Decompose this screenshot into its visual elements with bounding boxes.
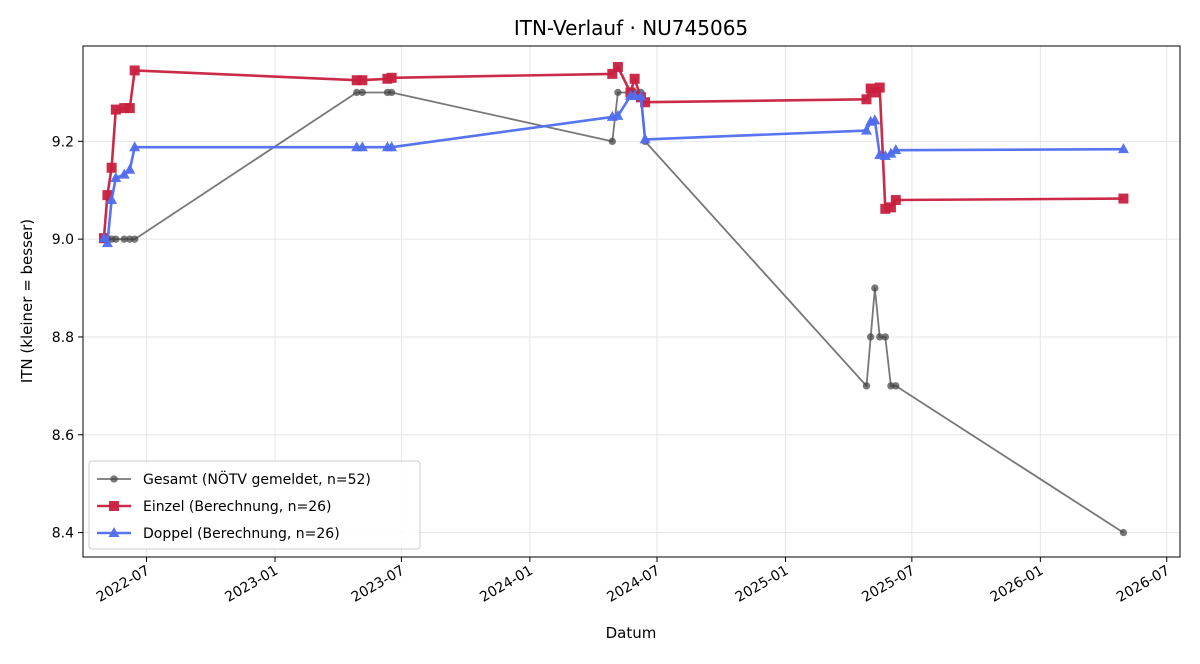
legend-label: Doppel (Berechnung, n=26)	[143, 526, 340, 542]
legend-marker	[108, 527, 120, 537]
data-point	[876, 333, 884, 341]
series-line	[102, 65, 1124, 239]
data-point	[353, 88, 361, 97]
data-point	[386, 141, 398, 152]
data-point	[387, 88, 396, 97]
data-point	[357, 75, 368, 86]
x-tick-label: 2024-01	[477, 563, 536, 606]
data-point	[612, 62, 623, 73]
data-point	[861, 94, 872, 105]
data-point	[860, 124, 872, 135]
data-point	[885, 202, 896, 213]
data-point	[1117, 143, 1129, 154]
legend-box	[88, 460, 421, 550]
data-point	[358, 88, 366, 97]
data-point	[110, 172, 122, 183]
x-axis: 2022-07 2023-01 2023-07 2024-01 2024-07 2025-…	[94, 557, 1173, 606]
data-point	[862, 382, 871, 390]
grid	[83, 46, 1180, 557]
x-tick-label: 2026-01	[988, 563, 1047, 606]
data-point	[890, 144, 902, 155]
data-point	[119, 103, 130, 114]
data-point	[639, 133, 651, 144]
data-point	[612, 109, 624, 120]
legend-label: Einzel (Berechnung, n=26)	[143, 499, 332, 515]
data-point	[130, 235, 139, 243]
legend-item: Doppel (Berechnung, n=26)	[97, 526, 340, 542]
x-tick-label: 2024-07	[604, 563, 663, 606]
data-point	[129, 141, 141, 152]
data-point	[885, 147, 897, 158]
data-point	[118, 168, 130, 179]
y-axis: 8.4 8.6 8.8 9.0 9.2	[52, 134, 83, 542]
legend-marker	[110, 475, 118, 483]
data-point	[106, 194, 118, 205]
x-tick-label: 2025-01	[733, 563, 792, 606]
data-point	[874, 82, 885, 93]
legend-item: Einzel (Berechnung, n=26)	[97, 499, 332, 515]
series-2	[98, 62, 1129, 244]
data-point	[635, 90, 647, 101]
data-point	[124, 163, 136, 174]
data-point	[1119, 528, 1128, 537]
data-point	[129, 65, 140, 76]
data-point	[880, 203, 891, 214]
legend-marker	[109, 501, 119, 511]
y-tick-label: 9.0	[52, 232, 74, 248]
data-point	[106, 162, 117, 173]
data-point	[881, 333, 890, 341]
data-point	[871, 284, 879, 292]
x-tick-label: 2023-01	[222, 563, 281, 606]
y-tick-label: 8.8	[52, 330, 74, 346]
data-point	[607, 68, 618, 79]
data-point	[629, 73, 640, 84]
x-tick-label: 2023-07	[349, 563, 408, 606]
data-point	[351, 75, 362, 86]
legend-item: Gesamt (NÖTV gemeldet, n=52)	[97, 470, 371, 488]
data-point	[869, 114, 881, 125]
data-point	[102, 190, 113, 201]
legend-label: Gesamt (NÖTV gemeldet, n=52)	[143, 470, 371, 488]
x-tick-label: 2026-07	[1114, 563, 1173, 606]
plot-area-frame	[82, 45, 1181, 558]
x-axis-title: Datum	[606, 624, 657, 642]
y-axis-title: ITN (kleiner = besser)	[18, 219, 36, 383]
data-point	[386, 72, 397, 83]
data-point	[892, 382, 900, 390]
y-tick-label: 9.2	[52, 134, 74, 150]
x-tick-label: 2025-07	[859, 563, 918, 606]
data-point	[120, 235, 128, 243]
legend: Gesamt (NÖTV gemeldet, n=52) Einzel (Bere…	[88, 460, 421, 550]
x-tick-label: 2022-07	[94, 563, 153, 606]
data-point	[110, 104, 121, 115]
data-point	[124, 103, 135, 114]
series-3	[98, 89, 1129, 248]
y-tick-label: 8.6	[52, 428, 74, 444]
data-point	[614, 88, 622, 97]
chart-title: ITN-Verlauf · NU745065	[514, 16, 748, 40]
data-point	[866, 333, 875, 341]
data-point	[640, 97, 651, 108]
data-point	[356, 141, 368, 152]
data-point	[1118, 193, 1129, 204]
data-point	[890, 195, 901, 206]
data-point	[112, 235, 120, 243]
data-point	[608, 137, 616, 146]
data-point	[101, 237, 113, 248]
y-tick-label: 8.4	[52, 526, 74, 542]
series-layer	[98, 62, 1129, 537]
